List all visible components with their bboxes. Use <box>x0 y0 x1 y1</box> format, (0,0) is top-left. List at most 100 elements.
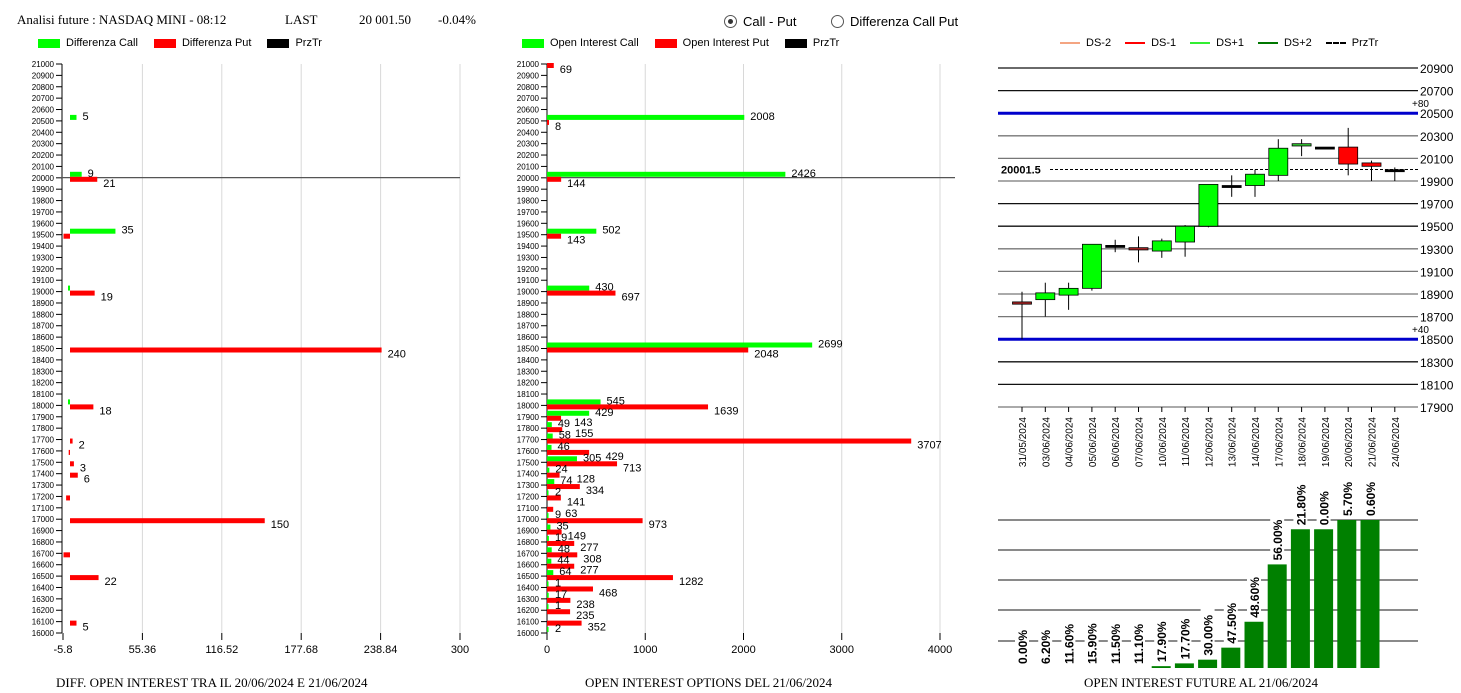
caption-oi-future: OPEN INTEREST FUTURE AL 21/06/2024 <box>1084 675 1319 690</box>
bar-value-label-put: 5 <box>82 622 88 634</box>
bar-put <box>547 119 549 125</box>
y-tick-label: 18500 <box>1420 333 1454 347</box>
label-bg <box>1061 616 1076 664</box>
bar-value-label-put: 149 <box>568 531 586 543</box>
radio-call-put-label: Call - Put <box>743 14 797 29</box>
y-tick-label: 17400 <box>517 470 540 479</box>
x-tick-label: 300 <box>451 644 469 655</box>
x-tick-label: 31/05/2024 <box>1018 417 1029 467</box>
y-tick-label: 18300 <box>517 367 540 376</box>
candle-body <box>1151 240 1172 252</box>
candle-body <box>1128 247 1149 251</box>
y-tick-label: 16100 <box>517 618 540 627</box>
radio-differenza-call-put[interactable]: Differenza Call Put <box>831 14 958 29</box>
bar-value-label-call: 44 <box>557 555 569 567</box>
bar-value-label-call: 35 <box>556 521 568 533</box>
bar-value-label-put: 235 <box>576 610 594 622</box>
legend-item-ds+1: DS+1 <box>1190 37 1244 49</box>
y-tick-label: 19900 <box>1420 175 1454 189</box>
y-tick-label: 20000 <box>517 174 540 183</box>
radio-differenza-label: Differenza Call Put <box>850 14 959 29</box>
bar-value-label-call: 35 <box>121 225 133 237</box>
y-tick-label: 17800 <box>517 424 540 433</box>
y-tick-label: 20600 <box>517 106 540 115</box>
bar-value-label-put: 3707 <box>917 440 941 452</box>
label-bg <box>1293 477 1308 526</box>
bar-put <box>547 597 571 603</box>
y-tick-label: 19900 <box>517 185 540 194</box>
legend-swatch-put <box>654 38 677 48</box>
x-tick-label: 238.84 <box>364 644 398 655</box>
y-tick-label: 18800 <box>32 310 55 319</box>
y-tick-label: 19700 <box>517 208 540 217</box>
label-bg <box>1038 616 1053 664</box>
bar-value-label-put: 69 <box>560 64 572 76</box>
bar-value-label-call: 19 <box>555 532 567 544</box>
bar-call <box>547 604 549 610</box>
bar-call <box>70 228 116 234</box>
y-tick-label: 17000 <box>32 515 55 524</box>
bar-put <box>547 540 575 546</box>
y-tick-label: 21000 <box>517 60 540 69</box>
bar-call <box>70 171 82 177</box>
y-tick-label: 18600 <box>517 333 540 342</box>
caption-diff: DIFF. OPEN INTEREST TRA IL 20/06/2024 E … <box>56 675 368 690</box>
y-tick-label: 19500 <box>517 231 540 240</box>
bar-value-label-call: 24 <box>555 464 567 476</box>
y-tick-label: 19600 <box>32 219 55 228</box>
bar-value-label-put: 240 <box>388 349 406 361</box>
y-tick-label: 20400 <box>32 128 55 137</box>
oi-future-value-label: 5.70% <box>1341 482 1355 516</box>
bar-put <box>70 176 98 182</box>
oi-future-bar <box>1337 520 1357 668</box>
x-tick-label: 24/06/2024 <box>1391 417 1402 467</box>
legend-item-ds-1: DS-1 <box>1125 37 1176 49</box>
y-tick-label: 19600 <box>517 219 540 228</box>
candle-body <box>1082 243 1102 289</box>
candle-body <box>1105 245 1126 248</box>
bar-value-label-put: 128 <box>577 474 595 486</box>
x-tick-label: 3000 <box>830 644 854 655</box>
bar-value-label-put: 141 <box>567 496 585 508</box>
y-tick-label: 16000 <box>32 629 55 638</box>
bar-value-label-call: 49 <box>558 418 570 430</box>
y-tick-label: 20100 <box>517 162 540 171</box>
bar-value-label-put: 21 <box>103 178 115 190</box>
y-tick-label: 18700 <box>517 322 540 331</box>
y-tick-label: 19300 <box>32 253 55 262</box>
bar-put <box>547 461 618 467</box>
bar-value-label-call: 48 <box>558 543 570 555</box>
x-tick-label: 11/06/2024 <box>1181 417 1192 467</box>
oi-future-value-label: 11.50% <box>1109 624 1123 664</box>
legend-swatch-call <box>522 38 544 48</box>
y-tick-label: 18900 <box>32 299 55 308</box>
y-tick-label: 18100 <box>517 390 540 399</box>
x-tick-label: 04/06/2024 <box>1065 417 1076 467</box>
label-bg <box>1339 475 1354 516</box>
bar-put <box>547 347 749 353</box>
bar-call <box>68 399 70 405</box>
y-tick-label: 20000 <box>32 174 55 183</box>
bar-put <box>547 495 561 501</box>
y-tick-label: 16100 <box>32 618 55 627</box>
bar-value-label-put: 2 <box>79 440 85 452</box>
y-tick-label: 16700 <box>517 549 540 558</box>
candle-body <box>1338 146 1359 165</box>
label-bg <box>1177 611 1192 660</box>
bar-value-label-call: 545 <box>607 395 625 407</box>
candlestick-chart: 20900 20700 20500 20300 20100 19900 19700 19500… <box>998 62 1454 467</box>
x-tick-label: 12/06/2024 <box>1204 417 1215 467</box>
y-tick-label: 16400 <box>32 583 55 592</box>
y-tick-label: 17400 <box>32 470 55 479</box>
label-bg <box>1107 616 1122 664</box>
y-tick-label: 19800 <box>517 197 540 206</box>
y-tick-label: 18200 <box>32 379 55 388</box>
x-tick-label: 17/06/2024 <box>1274 417 1285 467</box>
legend-swatch-call <box>38 38 60 48</box>
oi-future-value-label: 30.00% <box>1202 615 1216 656</box>
y-tick-label: 16500 <box>32 572 55 581</box>
radio-call-put[interactable]: Call - Put <box>724 14 796 29</box>
oi-future-value-label: 0.60% <box>1364 482 1378 516</box>
y-tick-label: 19700 <box>1420 198 1454 212</box>
bar-call <box>547 513 549 519</box>
